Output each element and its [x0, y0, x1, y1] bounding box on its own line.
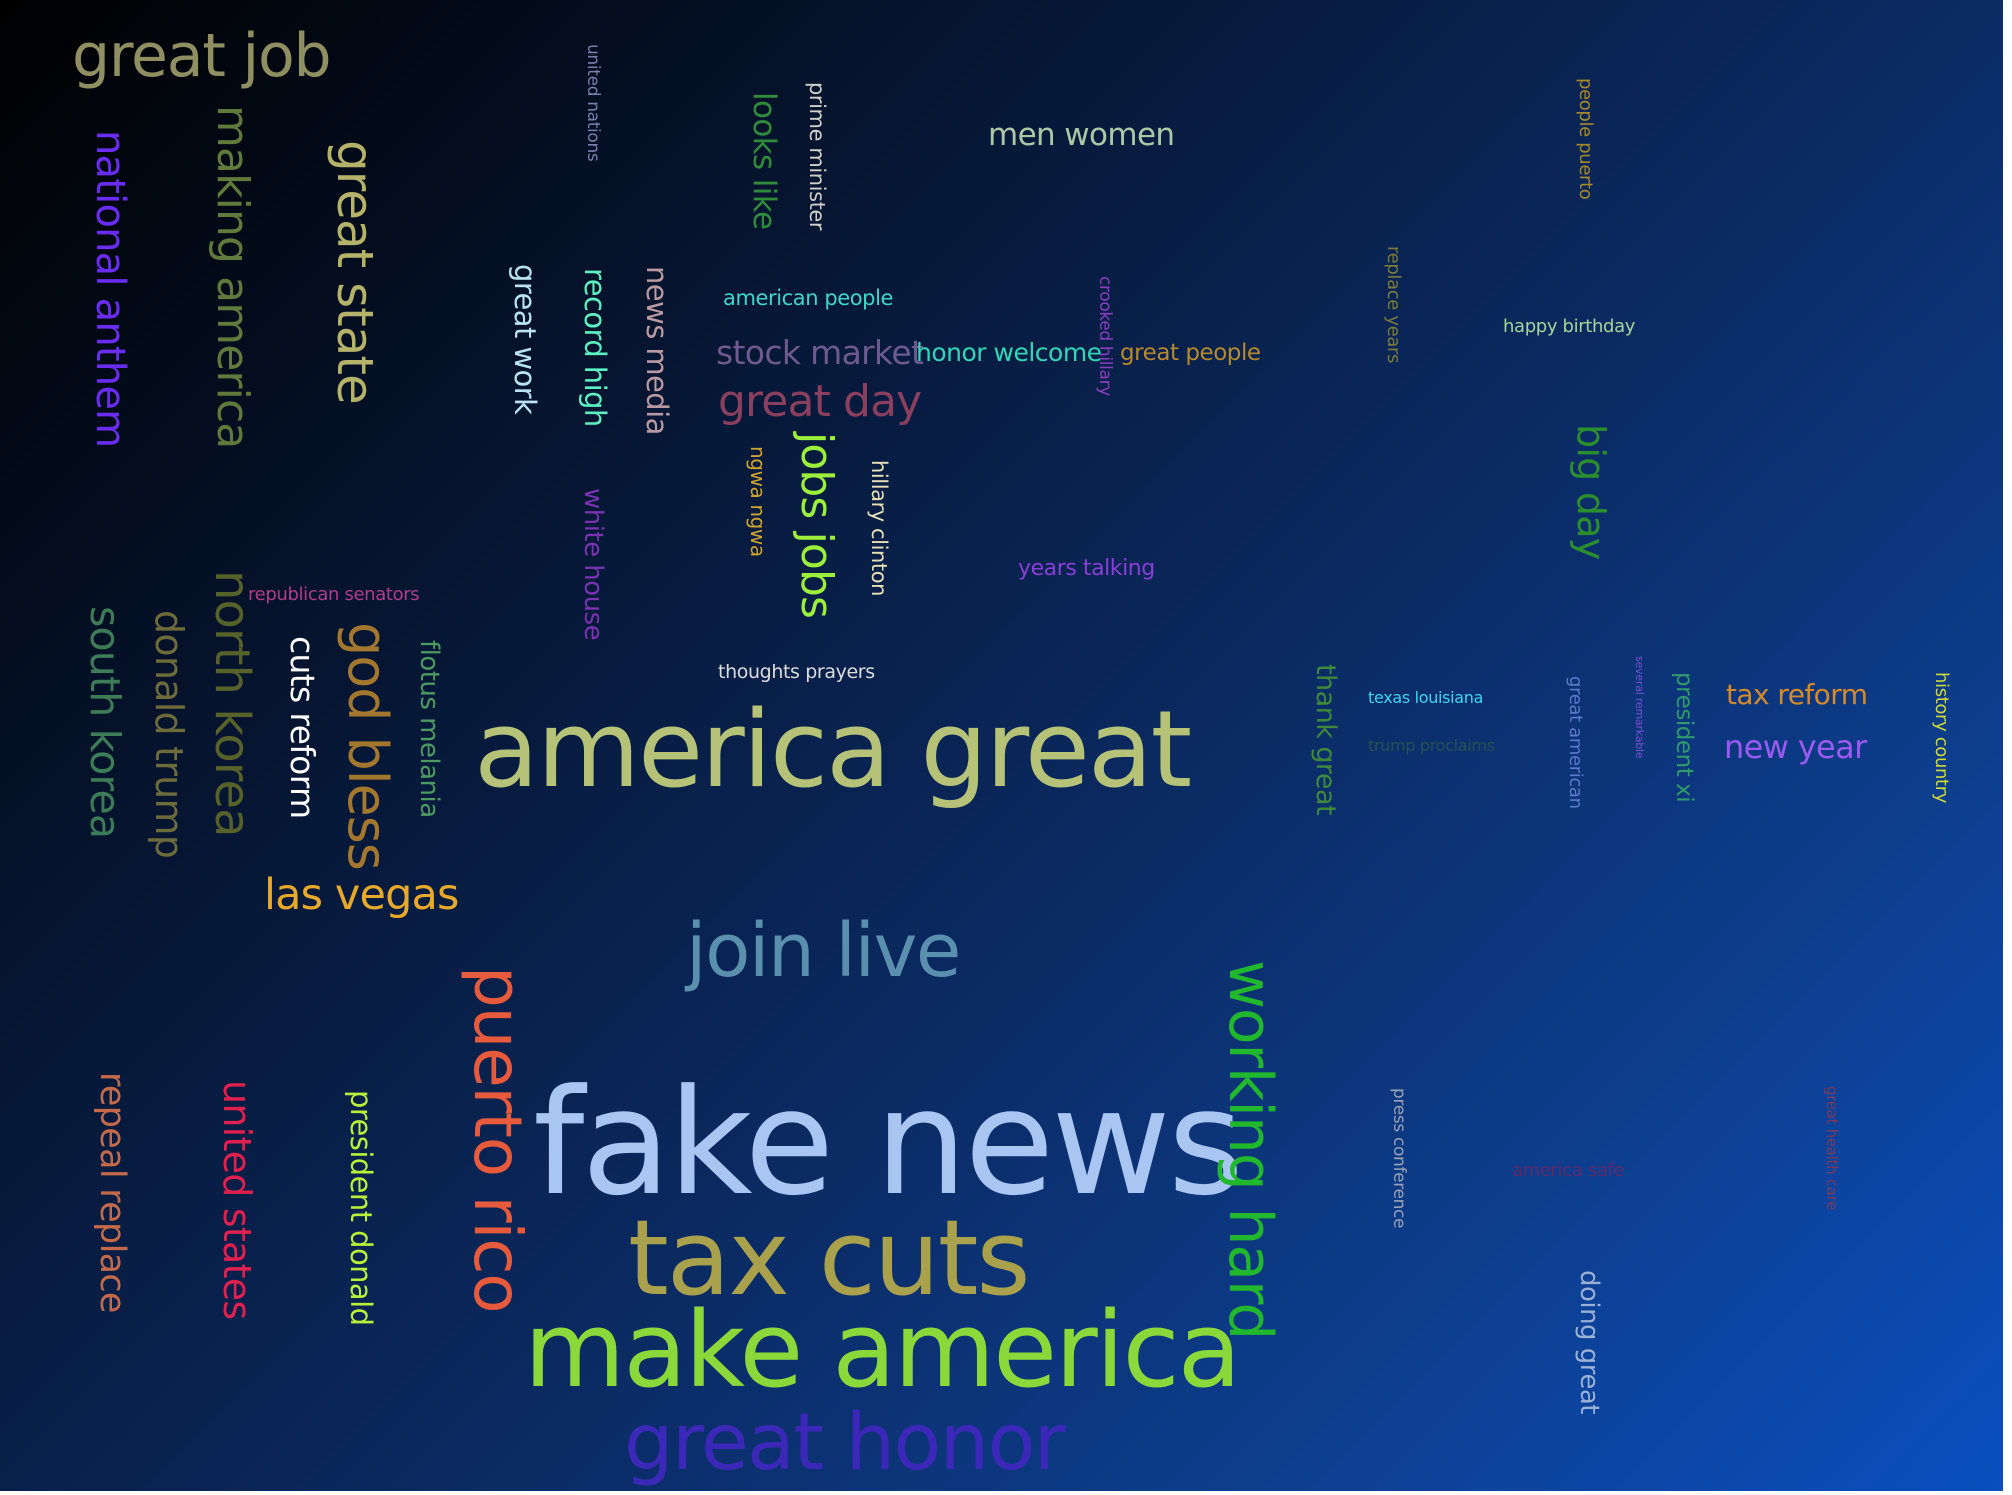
word-president-xi: president xi [1671, 672, 1697, 803]
word-las-vegas: las vegas [264, 870, 459, 920]
word-great-work: great work [508, 264, 542, 415]
word-men-women: men women [988, 117, 1175, 153]
word-great-honor: great honor [624, 1398, 1066, 1488]
word-south-korea: south korea [81, 606, 129, 839]
word-america-great: america great [474, 688, 1192, 811]
word-ngwa: ngwa ngwa [746, 446, 770, 557]
word-flotus-melania: flotus melania [414, 640, 444, 818]
word-stock-market: stock market [716, 333, 924, 372]
word-honor-welcome: honor welcome [916, 338, 1102, 367]
word-cuts-reform: cuts reform [283, 636, 322, 819]
word-small-vertical: several remarkable [1633, 656, 1646, 759]
word-hillary-clinton: hillary clinton [867, 460, 891, 597]
word-making-america: making america [207, 105, 258, 449]
word-trump-proclaims: trump proclaims [1368, 736, 1495, 755]
word-great-health-care: great health care [1823, 1086, 1841, 1211]
word-united-states: united states [215, 1080, 259, 1320]
word-america-safe: america safe [1512, 1160, 1625, 1181]
word-tax-cuts: tax cuts [628, 1197, 1031, 1319]
word-great-state: great state [326, 140, 384, 404]
word-repeal-replace: repeal replace [92, 1072, 132, 1313]
word-great-american: great american [1565, 676, 1586, 809]
word-donald-trump: donald trump [147, 610, 191, 859]
word-press-conference: press conference [1389, 1088, 1409, 1229]
word-great-job: great job [72, 21, 332, 91]
word-prime-minister: prime minister [805, 82, 829, 231]
word-american-people: american people [723, 286, 893, 310]
word-great-people: great people [1120, 340, 1261, 366]
word-replace-years: replace years [1383, 246, 1404, 364]
word-great-day: great day [718, 376, 922, 427]
word-news-media: news media [640, 266, 674, 435]
word-jobs-jobs: jobs jobs [791, 432, 842, 619]
word-fake-news: fake news [533, 1058, 1244, 1228]
word-join-live: join live [686, 908, 961, 994]
word-white-house: white house [578, 488, 608, 641]
word-crooked-hillary: crooked hillary [1095, 276, 1115, 396]
word-make-america: make america [524, 1289, 1241, 1411]
word-doing-great: doing great [1574, 1270, 1604, 1414]
word-history-country: history country [1931, 672, 1952, 804]
word-united-nations: united nations [583, 44, 603, 162]
word-north-korea: north korea [204, 570, 260, 837]
word-record-high: record high [578, 268, 612, 427]
word-puerto-rico: puerto rico [459, 966, 536, 1313]
word-tax-reform: tax reform [1726, 678, 1868, 711]
word-big-day: big day [1569, 424, 1613, 560]
word-looks-like: looks like [746, 92, 782, 230]
word-years-talking: years talking [1018, 556, 1155, 581]
word-new-year: new year [1724, 728, 1867, 766]
word-republican-senators: republican senators [248, 584, 420, 605]
word-people-puerto: people puerto [1575, 78, 1596, 200]
word-thank-great: thank great [1310, 664, 1341, 816]
word-happy-birthday: happy birthday [1503, 316, 1636, 337]
word-god-bless: god bless [336, 622, 399, 870]
word-national-anthem: national anthem [87, 130, 133, 448]
word-thoughts-prayers: thoughts prayers [718, 661, 875, 683]
word-president-donald: president donald [344, 1090, 378, 1326]
word-texas-louisiana: texas louisiana [1368, 688, 1484, 707]
word-working-hard: working hard [1215, 960, 1285, 1340]
